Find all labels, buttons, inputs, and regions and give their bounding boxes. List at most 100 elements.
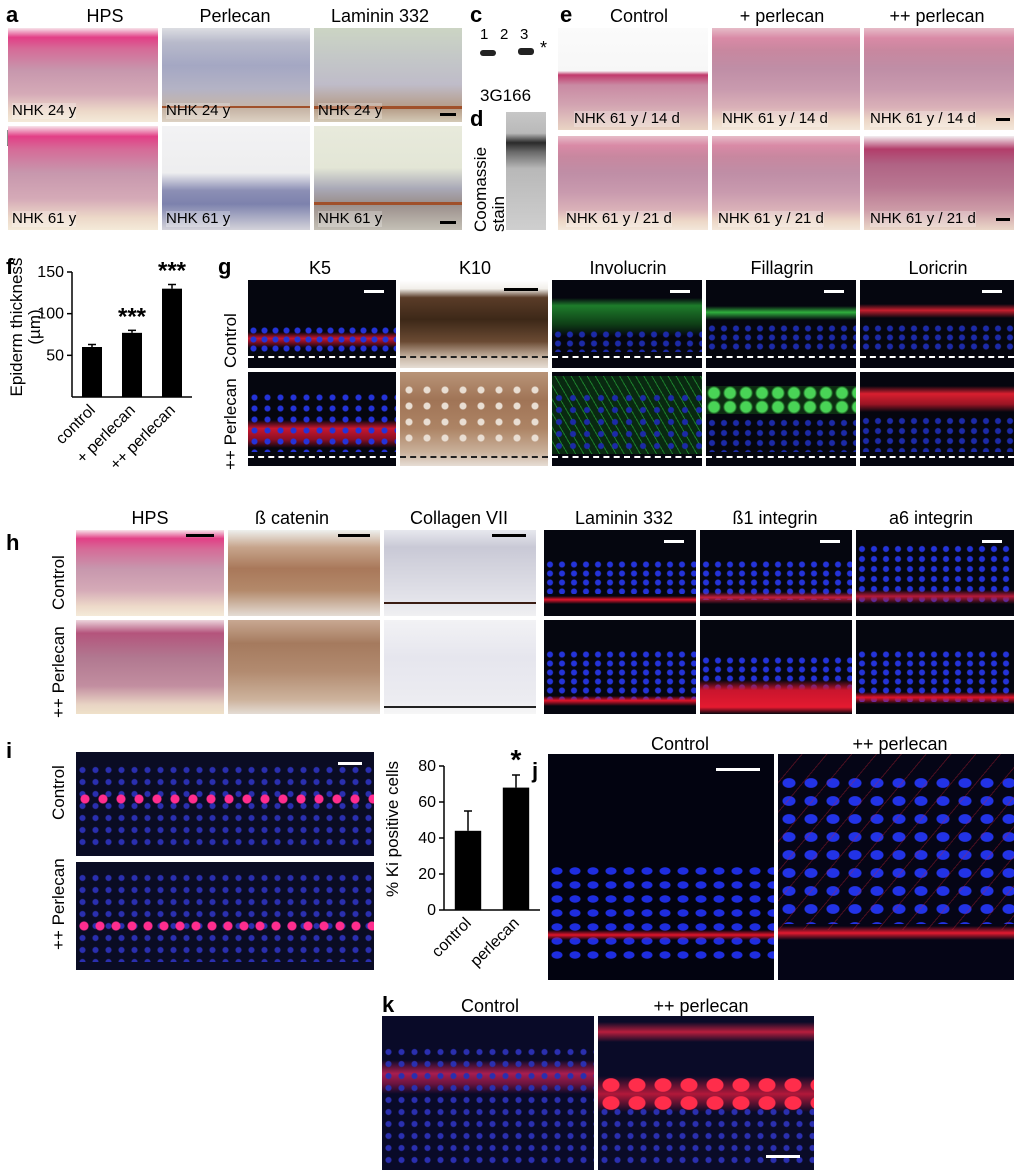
micrograph-g-involucrin-control [552,280,702,368]
micrograph-h-hps-control [76,530,224,616]
scale-bar [982,540,1002,543]
y-tick-label: 60 [418,794,436,811]
micrograph-g-k10-control [400,280,548,368]
column-title-j-control: Control [650,734,710,754]
scale-bar [440,221,456,224]
column-title-h-collagen: Collagen VII [409,508,509,528]
row-label-i-control: Control [49,765,68,820]
western-blot-c: 1 2 3 [478,26,538,84]
scale-bar [186,534,214,537]
caption: NHK 61 y / 21 d [870,210,976,227]
y-tick-label: 100 [37,306,64,323]
micrograph-g-k5-control [248,280,396,368]
scale-bar [492,534,526,537]
column-title-perlecan: Perlecan [199,6,271,26]
row-label-h-perlecan: ++ Perlecan [49,626,68,718]
micrograph-k-perlecan [598,1016,814,1170]
caption: NHK 61 y [166,210,231,227]
micrograph-b-hps: NHK 61 y [8,126,158,230]
column-title-h-a6integrin: a6 integrin [888,508,974,528]
micrograph-h-hps-perlecan [76,620,224,714]
caption: NHK 61 y / 14 d [870,110,976,127]
scale-bar [670,290,690,293]
chart-i: 0 20 40 60 80 control * perlecan [418,750,540,970]
micrograph-g-loricrin-control [860,280,1014,368]
micrograph-j-perlecan [778,754,1014,980]
coomassie-gel [506,112,546,230]
scale-bar [364,290,384,293]
y-tick-label: 0 [427,902,436,919]
micrograph-k-control [382,1016,594,1170]
caption: NHK 61 y [12,210,77,227]
micrograph-b-laminin: NHK 61 y [314,126,462,230]
scale-bar [996,118,1010,121]
column-title-k-perlecan: ++ perlecan [653,996,749,1016]
scale-bar [996,218,1010,221]
column-title-laminin: Laminin 332 [330,6,430,26]
column-title-g-k10: K10 [458,258,492,278]
significance-2: *** [158,258,187,285]
panel-label-d: d [470,106,484,131]
micrograph-b-perlecan: NHK 61 y [162,126,310,230]
asterisk: * [540,38,548,58]
micrograph-h-b1integrin-control [700,530,852,616]
column-title-j-perlecan: ++ perlecan [852,734,948,754]
bar-1 [122,332,142,397]
lane-3: 3 [520,26,529,43]
significance-1: * [511,750,522,775]
micrograph-g-fillagrin-perlecan [706,372,856,466]
column-title-h-b1integrin: ß1 integrin [732,508,818,528]
panel-label-k: k [382,992,395,1017]
column-title-g-loricrin: Loricrin [908,258,968,278]
category-label-0: control [429,915,475,961]
scale-bar [338,534,370,537]
panel-label-i: i [6,738,13,763]
micrograph-h-a6integrin-control [856,530,1014,616]
bar-1 [502,787,530,910]
micrograph-i-control [76,752,374,856]
scale-bar [766,1155,800,1158]
scale-bar [820,540,840,543]
column-title-h-laminin: Laminin 332 [574,508,674,528]
micrograph-e-control-14d: NHK 61 y / 14 d [558,28,708,130]
micrograph-i-perlecan [76,862,374,970]
micrograph-j-control [548,754,774,980]
column-title-g-involucrin: Involucrin [589,258,667,278]
panel-label-a: a [6,2,19,27]
scale-bar [824,290,844,293]
row-label-g-control: Control [221,313,240,368]
micrograph-g-loricrin-perlecan [860,372,1014,466]
caption: NHK 61 y / 14 d [722,110,828,127]
panel-label-j: j [532,758,539,783]
panel-label-h: h [6,530,20,555]
scale-bar [982,290,1002,293]
band-lane-3 [518,48,534,55]
y-tick-label: 20 [418,866,436,883]
micrograph-g-k10-perlecan [400,372,548,466]
column-title-g-fillagrin: Fillagrin [750,258,814,278]
y-tick-label: 80 [418,758,436,775]
panel-label-e: e [560,2,573,27]
micrograph-a-perlecan: NHK 24 y [162,28,310,122]
micrograph-h-collagen-control [384,530,536,616]
coomassie-label: Coomassie stain [471,146,508,232]
caption: NHK 61 y / 21 d [566,210,672,227]
lane-1: 1 [480,26,489,43]
row-label-g-perlecan: ++ Perlecan [221,378,240,470]
column-title-e-control: Control [609,6,669,26]
column-title-k-control: Control [460,996,520,1016]
scale-bar [664,540,684,543]
micrograph-h-laminin-control [544,530,696,616]
antibody-label: 3G166 [480,86,532,105]
micrograph-g-k5-perlecan [248,372,396,466]
micrograph-e-plus-21d: NHK 61 y / 21 d [712,136,860,230]
y-tick-label: 50 [46,347,64,364]
bar-0 [454,830,482,910]
micrograph-g-fillagrin-control [706,280,856,368]
micrograph-g-involucrin-perlecan [552,372,702,466]
bar-0 [82,347,102,397]
row-label-i-perlecan: ++ Perlecan [49,858,68,950]
y-tick-label: 150 [37,264,64,281]
y-tick-label: 40 [418,830,436,847]
